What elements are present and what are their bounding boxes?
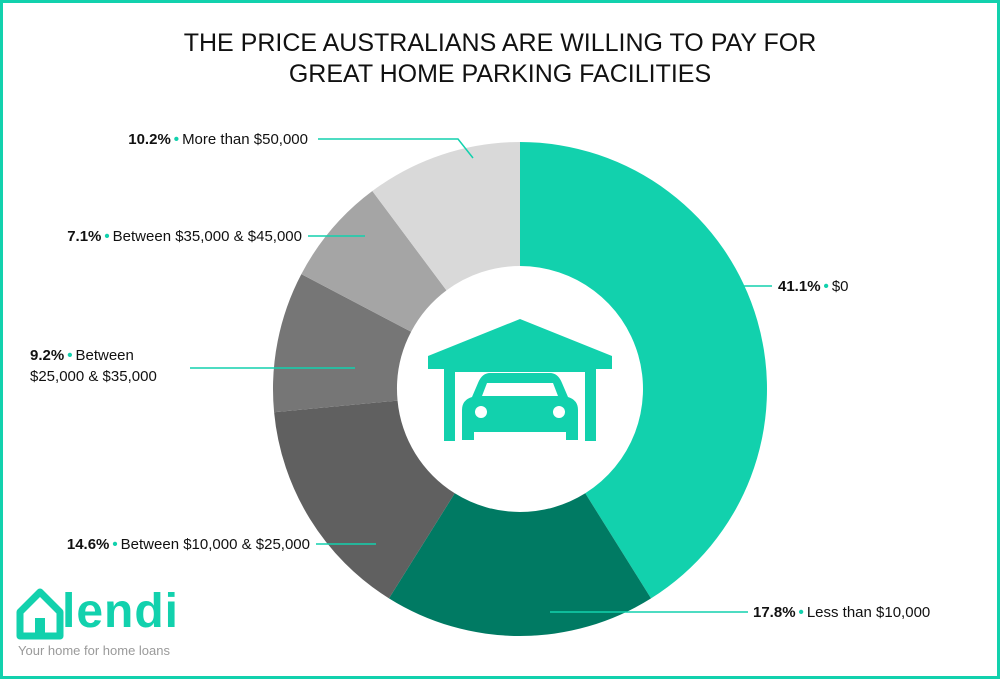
slice-label: 14.6% • Between $10,000 & $25,000 bbox=[67, 534, 310, 555]
value-label: 14.6% bbox=[66, 536, 110, 553]
category-label: Between $10,000 & $25,000 bbox=[120, 536, 310, 553]
value-label: 10.2% bbox=[128, 131, 171, 148]
wedge bbox=[301, 191, 447, 332]
wedges bbox=[273, 142, 768, 637]
bullet: • bbox=[112, 536, 118, 553]
bullet: • bbox=[104, 228, 110, 245]
logo: lendi bbox=[62, 585, 180, 638]
category-label: Less than $10,000 bbox=[806, 604, 931, 621]
leader-line bbox=[318, 138, 474, 159]
slice-label: 17.8% • Less than $10,000 bbox=[753, 602, 930, 623]
slice-label: 41.1% • $0 bbox=[778, 276, 849, 297]
category-label: More than $50,000 bbox=[182, 131, 308, 148]
value-label: 41.1% bbox=[778, 278, 821, 295]
bullet: • bbox=[67, 347, 73, 364]
bullet: • bbox=[798, 604, 804, 621]
value-label: 7.1% bbox=[67, 228, 102, 245]
wedge bbox=[372, 142, 520, 291]
chart-title: THE PRICE AUSTRALIANS ARE WILLING TO PAY… bbox=[183, 29, 817, 88]
value-label: 17.8% bbox=[753, 604, 796, 621]
wedge bbox=[520, 142, 768, 599]
garage-icon bbox=[428, 319, 612, 441]
category-label: $0 bbox=[831, 278, 849, 295]
bullet: • bbox=[823, 278, 829, 295]
bullet: • bbox=[173, 131, 180, 148]
slice-label: 10.2% • More than $50,000 bbox=[128, 129, 308, 150]
wedge bbox=[274, 400, 455, 599]
tagline: Your home for home loans bbox=[18, 643, 171, 658]
leader-lines bbox=[190, 138, 772, 613]
value-label: 9.2% bbox=[30, 347, 65, 364]
category-label: Between $25,000 & $35,000 bbox=[30, 347, 157, 385]
category-label: Between $35,000 & $45,000 bbox=[112, 228, 302, 245]
wedge bbox=[273, 274, 412, 413]
wedge bbox=[388, 493, 652, 637]
logo-icon bbox=[16, 588, 64, 640]
slice-label: 9.2% • Between $25,000 & $35,000 bbox=[30, 345, 180, 387]
slice-label: 7.1% • Between $35,000 & $45,000 bbox=[67, 226, 302, 247]
